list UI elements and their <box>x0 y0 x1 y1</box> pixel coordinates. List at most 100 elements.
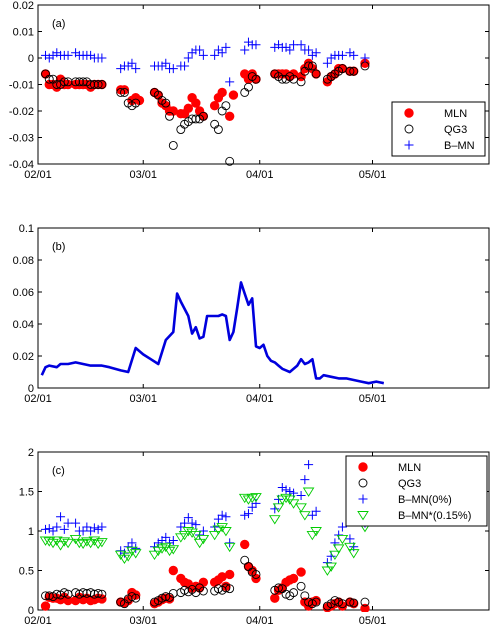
data-point <box>349 66 359 76</box>
data-point <box>251 498 261 508</box>
data-point <box>129 549 142 559</box>
data-point <box>161 58 171 68</box>
data-point <box>220 527 232 537</box>
legend-box <box>345 455 488 527</box>
x-tick-label: 05/01 <box>359 393 387 405</box>
data-point <box>89 589 99 599</box>
data-point <box>167 545 180 555</box>
x-tick-label: 05/01 <box>359 615 387 626</box>
data-point <box>274 583 283 593</box>
series-3 <box>39 487 371 576</box>
data-point <box>168 535 178 545</box>
data-point <box>168 64 178 74</box>
y-tick-label: 0.1 <box>19 223 34 235</box>
data-point <box>89 80 99 89</box>
data-point <box>178 531 191 541</box>
data-point <box>311 48 321 58</box>
y-tick-label: 0 <box>28 383 34 395</box>
legend-label: QG3 <box>444 124 467 136</box>
legend-label: B–MN <box>444 140 475 152</box>
data-point <box>345 597 355 607</box>
data-point <box>44 74 54 84</box>
data-point <box>304 597 314 607</box>
data-point <box>238 493 251 504</box>
x-tick-label: 04/01 <box>246 169 274 181</box>
data-point <box>191 98 201 108</box>
panel-tag: (c) <box>52 465 65 477</box>
data-point <box>296 490 306 500</box>
data-point <box>224 111 235 122</box>
legend: MLN QG3 B–MN <box>391 101 486 157</box>
data-point <box>330 596 340 605</box>
data-point <box>240 45 250 55</box>
data-point <box>176 125 186 135</box>
data-point <box>187 518 197 528</box>
data-point <box>96 538 108 548</box>
data-point <box>198 50 208 60</box>
data-point <box>88 536 101 546</box>
legend-marker <box>357 511 369 521</box>
data-point <box>78 588 88 598</box>
data-point <box>54 541 67 551</box>
data-point <box>71 48 81 58</box>
data-point <box>217 87 227 98</box>
data-point <box>198 586 208 596</box>
data-point <box>198 111 208 121</box>
y-tick-label: 0.04 <box>13 319 34 331</box>
data-point <box>97 589 107 599</box>
marks <box>39 460 371 612</box>
data-point <box>322 58 332 68</box>
data-point <box>183 103 194 114</box>
legend-label: QG3 <box>398 478 421 490</box>
data-point <box>221 512 231 522</box>
data-point <box>360 53 370 63</box>
y-tick-label: -0.04 <box>9 159 34 171</box>
data-point <box>195 45 205 55</box>
data-point <box>148 550 161 561</box>
x-tick-label: 03/01 <box>129 393 157 405</box>
legend-label: B–MN(0%) <box>398 494 452 506</box>
data-point <box>116 87 126 97</box>
data-point <box>208 531 221 541</box>
data-point <box>213 514 223 524</box>
y-tick-label: 0.01 <box>13 27 34 39</box>
data-point <box>89 523 99 533</box>
data-point <box>334 597 344 607</box>
data-point <box>180 61 190 71</box>
data-point <box>210 522 220 532</box>
data-point <box>183 513 193 523</box>
data-point <box>250 493 262 503</box>
x-tick-label: 04/01 <box>246 393 274 405</box>
panel-0: 02/01 03/01 04/01 05/01 -0.04 -0.03 -0.02 -0.01… <box>9 0 490 181</box>
y-tick-label: -0.03 <box>9 133 34 145</box>
data-point <box>187 114 197 124</box>
data-point <box>193 538 206 549</box>
data-point <box>197 534 210 545</box>
data-point <box>86 80 96 89</box>
data-point <box>345 48 355 58</box>
data-point <box>63 518 73 528</box>
data-point <box>240 510 250 520</box>
data-point <box>126 546 138 557</box>
y-tick-label: 0 <box>28 53 34 65</box>
data-point <box>344 542 356 553</box>
data-point <box>281 485 291 495</box>
x-tick-label: 04/01 <box>246 615 274 626</box>
legend-marker <box>404 124 414 134</box>
data-point <box>311 506 321 516</box>
data-point <box>161 592 171 602</box>
data-point <box>274 494 284 504</box>
data-point <box>345 66 355 76</box>
panel-2: 02/01 03/01 04/01 05/01 0 0.5 1 1.5 2 (c) MLN QG3 B–… <box>19 447 490 626</box>
data-point <box>240 539 250 550</box>
data-point <box>97 53 107 63</box>
data-point <box>299 511 311 521</box>
y-tick-label: 2 <box>28 447 34 459</box>
data-point <box>289 40 299 50</box>
marks <box>40 281 385 385</box>
data-point <box>183 53 193 63</box>
y-tick-label: 0.02 <box>13 351 34 363</box>
data-point <box>59 77 69 87</box>
data-point <box>304 45 314 55</box>
data-point <box>302 487 315 497</box>
